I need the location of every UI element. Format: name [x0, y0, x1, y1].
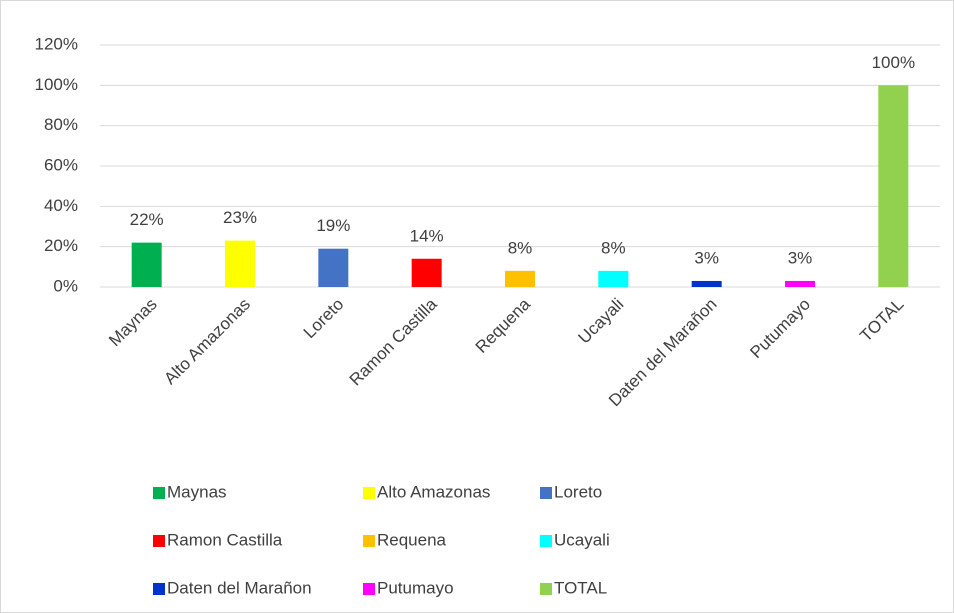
bar	[785, 280, 815, 287]
legend-label: TOTAL	[554, 578, 607, 597]
legend-label: Alto Amazonas	[377, 482, 490, 501]
legend-label: Putumayo	[377, 578, 454, 597]
data-label: 14%	[410, 226, 444, 245]
y-tick-label: 60%	[44, 155, 78, 174]
legend-label: Requena	[377, 530, 447, 549]
data-label: 8%	[508, 238, 533, 257]
legend-label: Ramon Castilla	[167, 530, 283, 549]
y-tick-label: 20%	[44, 236, 78, 255]
bar	[225, 240, 255, 287]
data-label: 3%	[694, 248, 719, 267]
legend-label: Maynas	[167, 482, 227, 501]
bar	[598, 270, 629, 287]
legend-swatch	[363, 583, 375, 595]
legend-label: Loreto	[554, 482, 602, 501]
data-label: 19%	[316, 216, 350, 235]
bar	[411, 258, 442, 287]
legend-swatch	[540, 487, 552, 499]
bar	[505, 270, 535, 287]
legend-label: Ucayali	[554, 530, 610, 549]
y-tick-label: 120%	[35, 34, 78, 53]
bar	[878, 85, 909, 287]
bar	[691, 280, 722, 287]
data-label: 100%	[872, 53, 915, 72]
legend-swatch	[153, 583, 165, 595]
legend-swatch	[153, 535, 165, 547]
legend-label: Daten del Marañon	[167, 578, 312, 597]
legend-swatch	[540, 535, 552, 547]
y-tick-label: 100%	[35, 75, 78, 94]
data-label: 23%	[223, 208, 257, 227]
bar	[318, 248, 349, 287]
legend-swatch	[363, 487, 375, 499]
y-tick-label: 40%	[44, 196, 78, 215]
data-label: 3%	[788, 248, 813, 267]
data-label: 22%	[130, 210, 164, 229]
legend-swatch	[153, 487, 165, 499]
legend-swatch	[363, 535, 375, 547]
y-tick-label: 0%	[53, 276, 78, 295]
bar	[131, 242, 162, 287]
data-label: 8%	[601, 238, 626, 257]
y-tick-label: 80%	[44, 115, 78, 134]
legend-swatch	[540, 583, 552, 595]
